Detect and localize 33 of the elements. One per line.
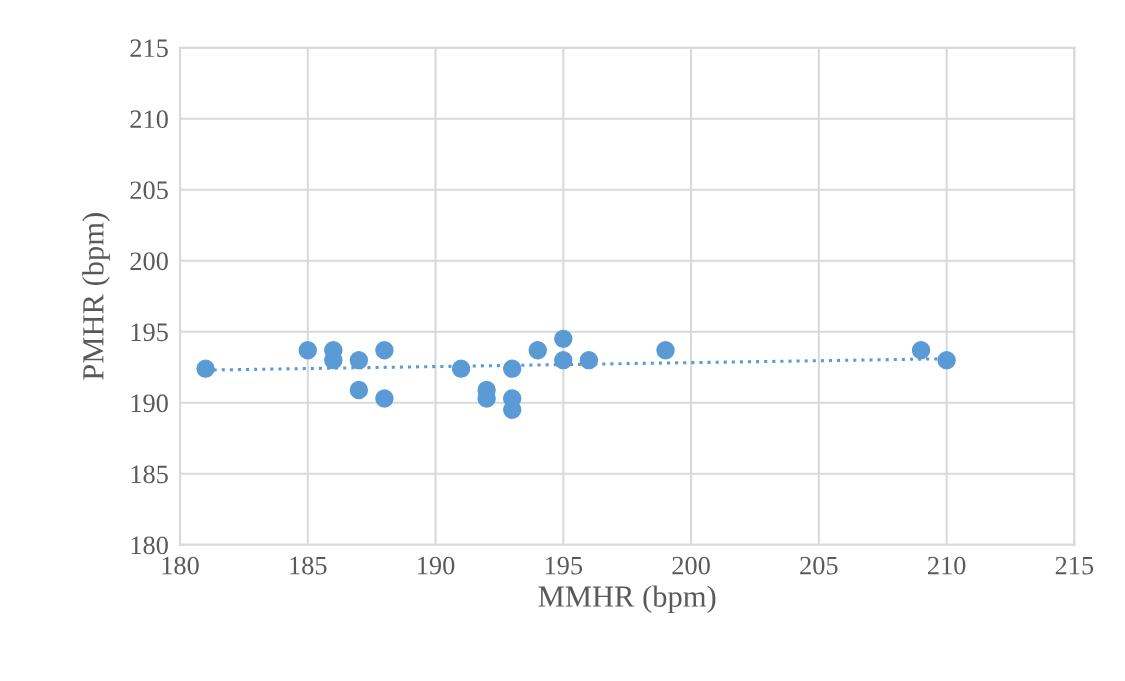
- x-tick-label: 210: [927, 556, 966, 575]
- point: [451, 359, 471, 378]
- y-axis-title: PMHR (bpm): [82, 213, 110, 380]
- y-tick-label: 180: [131, 536, 168, 555]
- point: [298, 341, 317, 360]
- point: [349, 350, 369, 370]
- x-tick-label: 180: [162, 556, 199, 575]
- x-tick-label: 190: [418, 556, 455, 575]
- point: [528, 341, 547, 360]
- x-tick-label: 195: [545, 556, 583, 575]
- y-tick-label: 185: [131, 465, 168, 484]
- point: [937, 350, 956, 370]
- x-tick-label: 205: [800, 556, 838, 575]
- x-axis-title: MMHR (bpm): [538, 585, 716, 614]
- point: [375, 341, 394, 360]
- point: [579, 350, 599, 370]
- x-tick-label: 215: [1055, 556, 1094, 575]
- y-tick-label: 190: [131, 394, 168, 413]
- point: [502, 359, 522, 378]
- y-tick-label: 215: [130, 39, 168, 58]
- y-tick-label: 210: [130, 110, 168, 129]
- point: [349, 380, 369, 400]
- point: [554, 329, 573, 349]
- x-tick-label: 200: [672, 556, 710, 575]
- x-tick-label: 185: [290, 556, 327, 575]
- point: [196, 359, 215, 378]
- y-tick-label: 195: [131, 323, 168, 342]
- point: [656, 341, 675, 360]
- point: [554, 350, 573, 370]
- y-tick-label: 205: [130, 181, 168, 200]
- point: [375, 389, 394, 408]
- y-tick-label: 200: [130, 252, 168, 271]
- point: [911, 341, 931, 360]
